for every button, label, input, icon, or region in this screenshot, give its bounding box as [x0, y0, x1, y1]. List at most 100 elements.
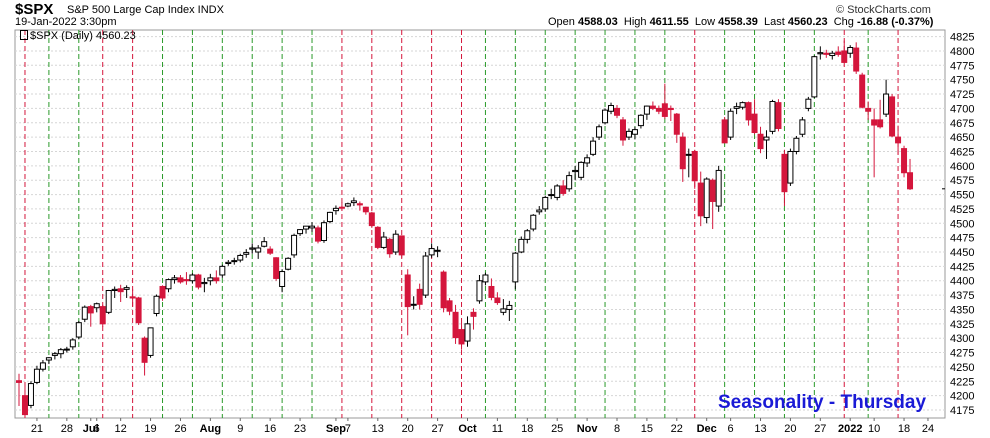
y-tick-label: 4750	[950, 75, 974, 87]
candle-body-down	[841, 50, 848, 63]
candle-body-up	[297, 229, 304, 235]
candle-body-up	[428, 248, 435, 256]
chart-legend: $SPX (Daily) 4560.23	[20, 30, 136, 42]
candle-body-up	[201, 281, 208, 285]
y-tick-label: 4450	[950, 247, 974, 259]
candle-body-up	[787, 150, 794, 184]
candle-body-up	[506, 304, 513, 310]
x-tick-label: Nov	[577, 423, 599, 435]
candle-body-up	[500, 308, 507, 313]
chg-label: Chg	[833, 16, 854, 28]
candle-body-down	[667, 107, 674, 111]
candle-body-up	[643, 105, 650, 115]
candle-body-down	[488, 285, 495, 298]
x-tick-label: 8	[614, 423, 620, 435]
x-tick-label: Sep	[326, 423, 346, 435]
x-tick-label: 13	[754, 423, 766, 435]
candle-body-up	[285, 257, 292, 270]
candle-body-up	[189, 274, 196, 282]
candle-body-up	[602, 109, 609, 124]
y-tick-label: 4225	[950, 376, 974, 388]
y-tick-label: 4250	[950, 362, 974, 374]
candle-body-up	[410, 303, 417, 306]
legend-label: $SPX (Daily) 4560.23	[30, 30, 136, 42]
y-tick-label: 4475	[950, 233, 974, 245]
candle-body-up	[542, 196, 549, 210]
candle-body-up	[685, 153, 692, 156]
x-tick-label: 19	[144, 423, 156, 435]
candle-body-down	[446, 300, 453, 312]
candle-body-up	[631, 129, 638, 135]
candle-body-up	[63, 348, 70, 351]
high-value: 4611.55	[649, 16, 689, 28]
candle-body-up	[231, 260, 238, 263]
x-tick-label: Oct	[458, 423, 477, 435]
x-tick-label: 25	[551, 423, 563, 435]
candle-body-down	[129, 296, 136, 299]
candle-body-up	[249, 247, 256, 250]
candle-body-down	[721, 119, 728, 144]
candle-body-down	[751, 113, 758, 134]
candle-body-up	[847, 46, 854, 54]
x-tick-label: 23	[294, 423, 306, 435]
candle-body-down	[117, 288, 124, 293]
candle-body-up	[596, 126, 603, 138]
candle-body-up	[165, 279, 172, 290]
candle-body-up	[572, 169, 579, 173]
candle-body-up	[147, 327, 154, 356]
x-tick-label: 27	[814, 423, 826, 435]
candle-body-down	[452, 311, 459, 339]
x-tick-label: Dec	[697, 423, 717, 435]
candle-body-down	[907, 172, 914, 190]
y-tick-label: 4775	[950, 60, 974, 72]
x-tick-label: 18	[521, 423, 533, 435]
y-tick-label: 4600	[950, 161, 974, 173]
candle-body-down	[895, 136, 902, 144]
x-tick-label: Jul	[83, 423, 99, 435]
candle-body-down	[315, 227, 321, 242]
candle-body-down	[267, 248, 274, 254]
candle-body-up	[763, 136, 770, 141]
candle-body-down	[853, 47, 860, 72]
y-tick-label: 4300	[950, 333, 974, 345]
candle-body-up	[303, 225, 310, 230]
y-tick-label: 4650	[950, 132, 974, 144]
seasonality-annotation: Seasonality - Thursday	[718, 392, 927, 413]
x-tick-label: 2022	[838, 423, 862, 435]
candle-body-down	[398, 235, 405, 256]
candle-body-down	[709, 179, 716, 202]
candle-body-up	[225, 261, 232, 265]
y-tick-label: 4550	[950, 190, 974, 202]
candle-body-up	[703, 178, 710, 219]
candle-body-up	[123, 287, 130, 290]
x-tick-label: 27	[431, 423, 443, 435]
candle-body-down	[691, 150, 698, 182]
candle-body-down	[368, 212, 375, 227]
candle-body-down	[99, 306, 106, 325]
y-tick-label: 4425	[950, 261, 974, 273]
y-tick-label: 4675	[950, 118, 974, 130]
last-value: 4560.23	[787, 16, 828, 28]
chg-value: -16.88 (-0.37%)	[856, 16, 934, 28]
y-tick-label: 4350	[950, 304, 974, 316]
x-tick-label: 12	[115, 423, 127, 435]
candle-body-up	[518, 238, 525, 253]
candle-body-down	[362, 206, 369, 213]
candle-body-down	[619, 119, 626, 141]
y-tick-label: 4325	[950, 319, 974, 331]
candle-body-up	[291, 234, 298, 256]
candle-body-up	[769, 100, 776, 132]
candle-body-up	[69, 339, 76, 348]
candle-body-down	[649, 105, 656, 109]
candle-body-up	[793, 137, 800, 152]
candle-body-up	[219, 265, 226, 276]
candle-body-up	[799, 119, 806, 135]
y-tick-label: 4725	[950, 89, 974, 101]
open-value: 4588.03	[577, 16, 618, 28]
candle-body-up	[261, 241, 268, 247]
candle-body-down	[877, 119, 884, 128]
candle-body-up	[530, 214, 537, 230]
high-label: High	[623, 16, 647, 28]
candle-body-up	[93, 303, 100, 309]
y-tick-label: 4575	[950, 175, 974, 187]
